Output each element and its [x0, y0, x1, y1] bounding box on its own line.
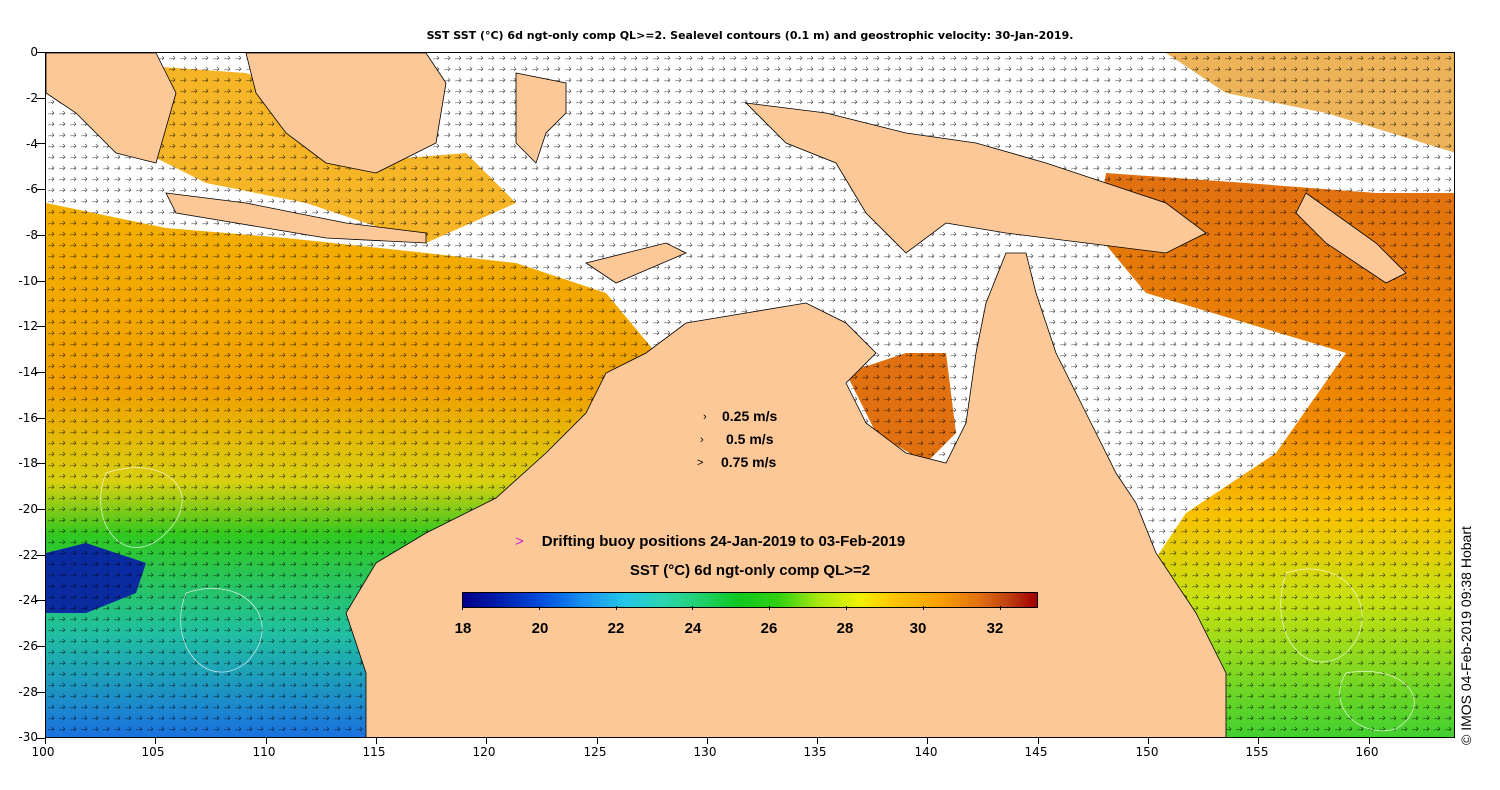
- y-tick-mark: [36, 646, 45, 648]
- x-tick-mark: [486, 738, 488, 744]
- colorbar-tick-mark: [769, 606, 771, 610]
- velocity-label-medium: 0.5 m/s: [726, 431, 774, 447]
- sealevel-contours: [100, 467, 1415, 731]
- y-tick-mark: [36, 509, 45, 510]
- x-tick-mark: [155, 738, 157, 744]
- y-tick-label: -30: [18, 730, 38, 744]
- x-tick-label: 100: [31, 745, 55, 759]
- y-tick-label: -28: [18, 685, 38, 699]
- colorbar-tick-mark: [462, 606, 463, 610]
- land-borneo: [245, 53, 447, 174]
- y-tick-label: -10: [18, 274, 38, 288]
- y-tick-mark: [36, 326, 45, 328]
- x-tick-mark: [1368, 738, 1370, 744]
- x-tick-label: 105: [141, 745, 165, 759]
- colorbar-tick-label: 24: [684, 620, 702, 637]
- land-timor: [585, 242, 687, 284]
- x-tick-label: 110: [252, 745, 276, 759]
- land-sulawesi: [515, 72, 567, 164]
- y-tick-label: -14: [18, 365, 38, 379]
- x-tick-mark: [1258, 738, 1260, 744]
- x-tick-label: 160: [1355, 745, 1379, 759]
- x-tick-mark: [375, 738, 377, 744]
- imos-credit: © IMOS 04-Feb-2019 09:38 Hobart: [1458, 526, 1474, 745]
- colorbar-tick-mark: [538, 606, 540, 610]
- sst-map-panel: [45, 52, 1455, 738]
- x-tick-mark: [596, 738, 598, 744]
- y-tick-mark: [36, 737, 45, 739]
- x-tick-label: 120: [472, 745, 496, 759]
- colorbar-title: SST (°C) 6d ngt-only comp QL>=2: [629, 562, 871, 579]
- x-tick-label: 140: [914, 745, 938, 759]
- velocity-arrow-medium-icon: ›: [700, 434, 704, 446]
- colorbar-tick-mark: [922, 606, 924, 610]
- colorbar-tick-label: 18: [454, 620, 472, 637]
- velocity-label-large: 0.75 m/s: [721, 454, 777, 470]
- y-tick-label: -18: [18, 456, 38, 470]
- y-tick-label: -12: [18, 319, 38, 333]
- x-tick-mark: [45, 738, 46, 744]
- land-masses: [46, 53, 1407, 737]
- y-tick-mark: [36, 463, 45, 465]
- y-tick-mark: [36, 52, 45, 53]
- velocity-arrow-large-icon: >: [697, 457, 704, 469]
- x-tick-mark: [265, 738, 267, 744]
- buoy-marker-icon: >: [515, 533, 524, 550]
- buoy-legend: > Drifting buoy positions 24-Jan-2019 to …: [515, 533, 905, 550]
- land-java: [165, 192, 427, 244]
- y-tick-mark: [36, 600, 45, 602]
- y-tick-label: -8: [26, 228, 38, 242]
- y-tick-label: -4: [26, 137, 38, 151]
- x-tick-mark: [1148, 738, 1149, 744]
- y-tick-mark: [36, 97, 45, 99]
- land-sumatra: [46, 53, 177, 164]
- x-tick-label: 145: [1024, 745, 1048, 759]
- x-tick-label: 115: [362, 745, 386, 759]
- land-australia: [345, 252, 1227, 737]
- y-tick-label: -2: [26, 91, 38, 105]
- colorbar-tick-label: 28: [836, 620, 854, 637]
- colorbar-tick-label: 30: [909, 620, 927, 637]
- x-tick-mark: [1037, 738, 1039, 744]
- land-solomon: [1295, 192, 1407, 284]
- y-tick-label: -16: [18, 411, 38, 425]
- y-tick-label: 0: [30, 45, 38, 59]
- y-tick-mark: [36, 189, 45, 191]
- land-new-guinea: [744, 102, 1207, 254]
- x-tick-mark: [927, 738, 929, 744]
- colorbar-tick-label: 22: [607, 620, 625, 637]
- y-tick-label: -20: [18, 502, 38, 516]
- y-tick-mark: [36, 143, 45, 145]
- x-tick-label: 135: [803, 745, 827, 759]
- sst-colorbar: [462, 592, 1038, 608]
- x-tick-mark: [817, 738, 819, 744]
- x-tick-label: 125: [583, 745, 607, 759]
- x-tick-label: 150: [1135, 745, 1159, 759]
- colorbar-tick-label: 20: [531, 620, 549, 637]
- y-tick-label: -24: [18, 593, 38, 607]
- y-tick-mark: [36, 554, 45, 556]
- colorbar-tick-label: 32: [986, 620, 1004, 637]
- y-tick-mark: [36, 691, 45, 693]
- colorbar-tick-mark: [692, 606, 694, 610]
- y-tick-mark: [36, 234, 45, 236]
- y-tick-label: -22: [18, 548, 38, 562]
- x-tick-mark: [706, 738, 708, 744]
- y-tick-mark: [36, 371, 45, 373]
- colorbar-tick-label: 26: [760, 620, 778, 637]
- x-tick-label: 155: [1245, 745, 1269, 759]
- velocity-arrow-small-icon: ›: [703, 411, 707, 423]
- map-title: SST SST (°C) 6d ngt-only comp QL>=2. Sea…: [426, 29, 1074, 42]
- velocity-label-small: 0.25 m/s: [722, 408, 778, 424]
- colorbar-tick-mark: [615, 606, 617, 610]
- y-tick-label: -26: [18, 639, 38, 653]
- y-tick-mark: [36, 280, 45, 282]
- buoy-legend-label: Drifting buoy positions 24-Jan-2019 to 0…: [541, 533, 906, 550]
- sst-map: [46, 53, 1454, 737]
- y-tick-mark: [36, 417, 45, 419]
- colorbar-tick-mark: [999, 606, 1001, 610]
- x-tick-label: 130: [693, 745, 717, 759]
- y-tick-label: -6: [26, 182, 38, 196]
- colorbar-tick-mark: [846, 606, 847, 610]
